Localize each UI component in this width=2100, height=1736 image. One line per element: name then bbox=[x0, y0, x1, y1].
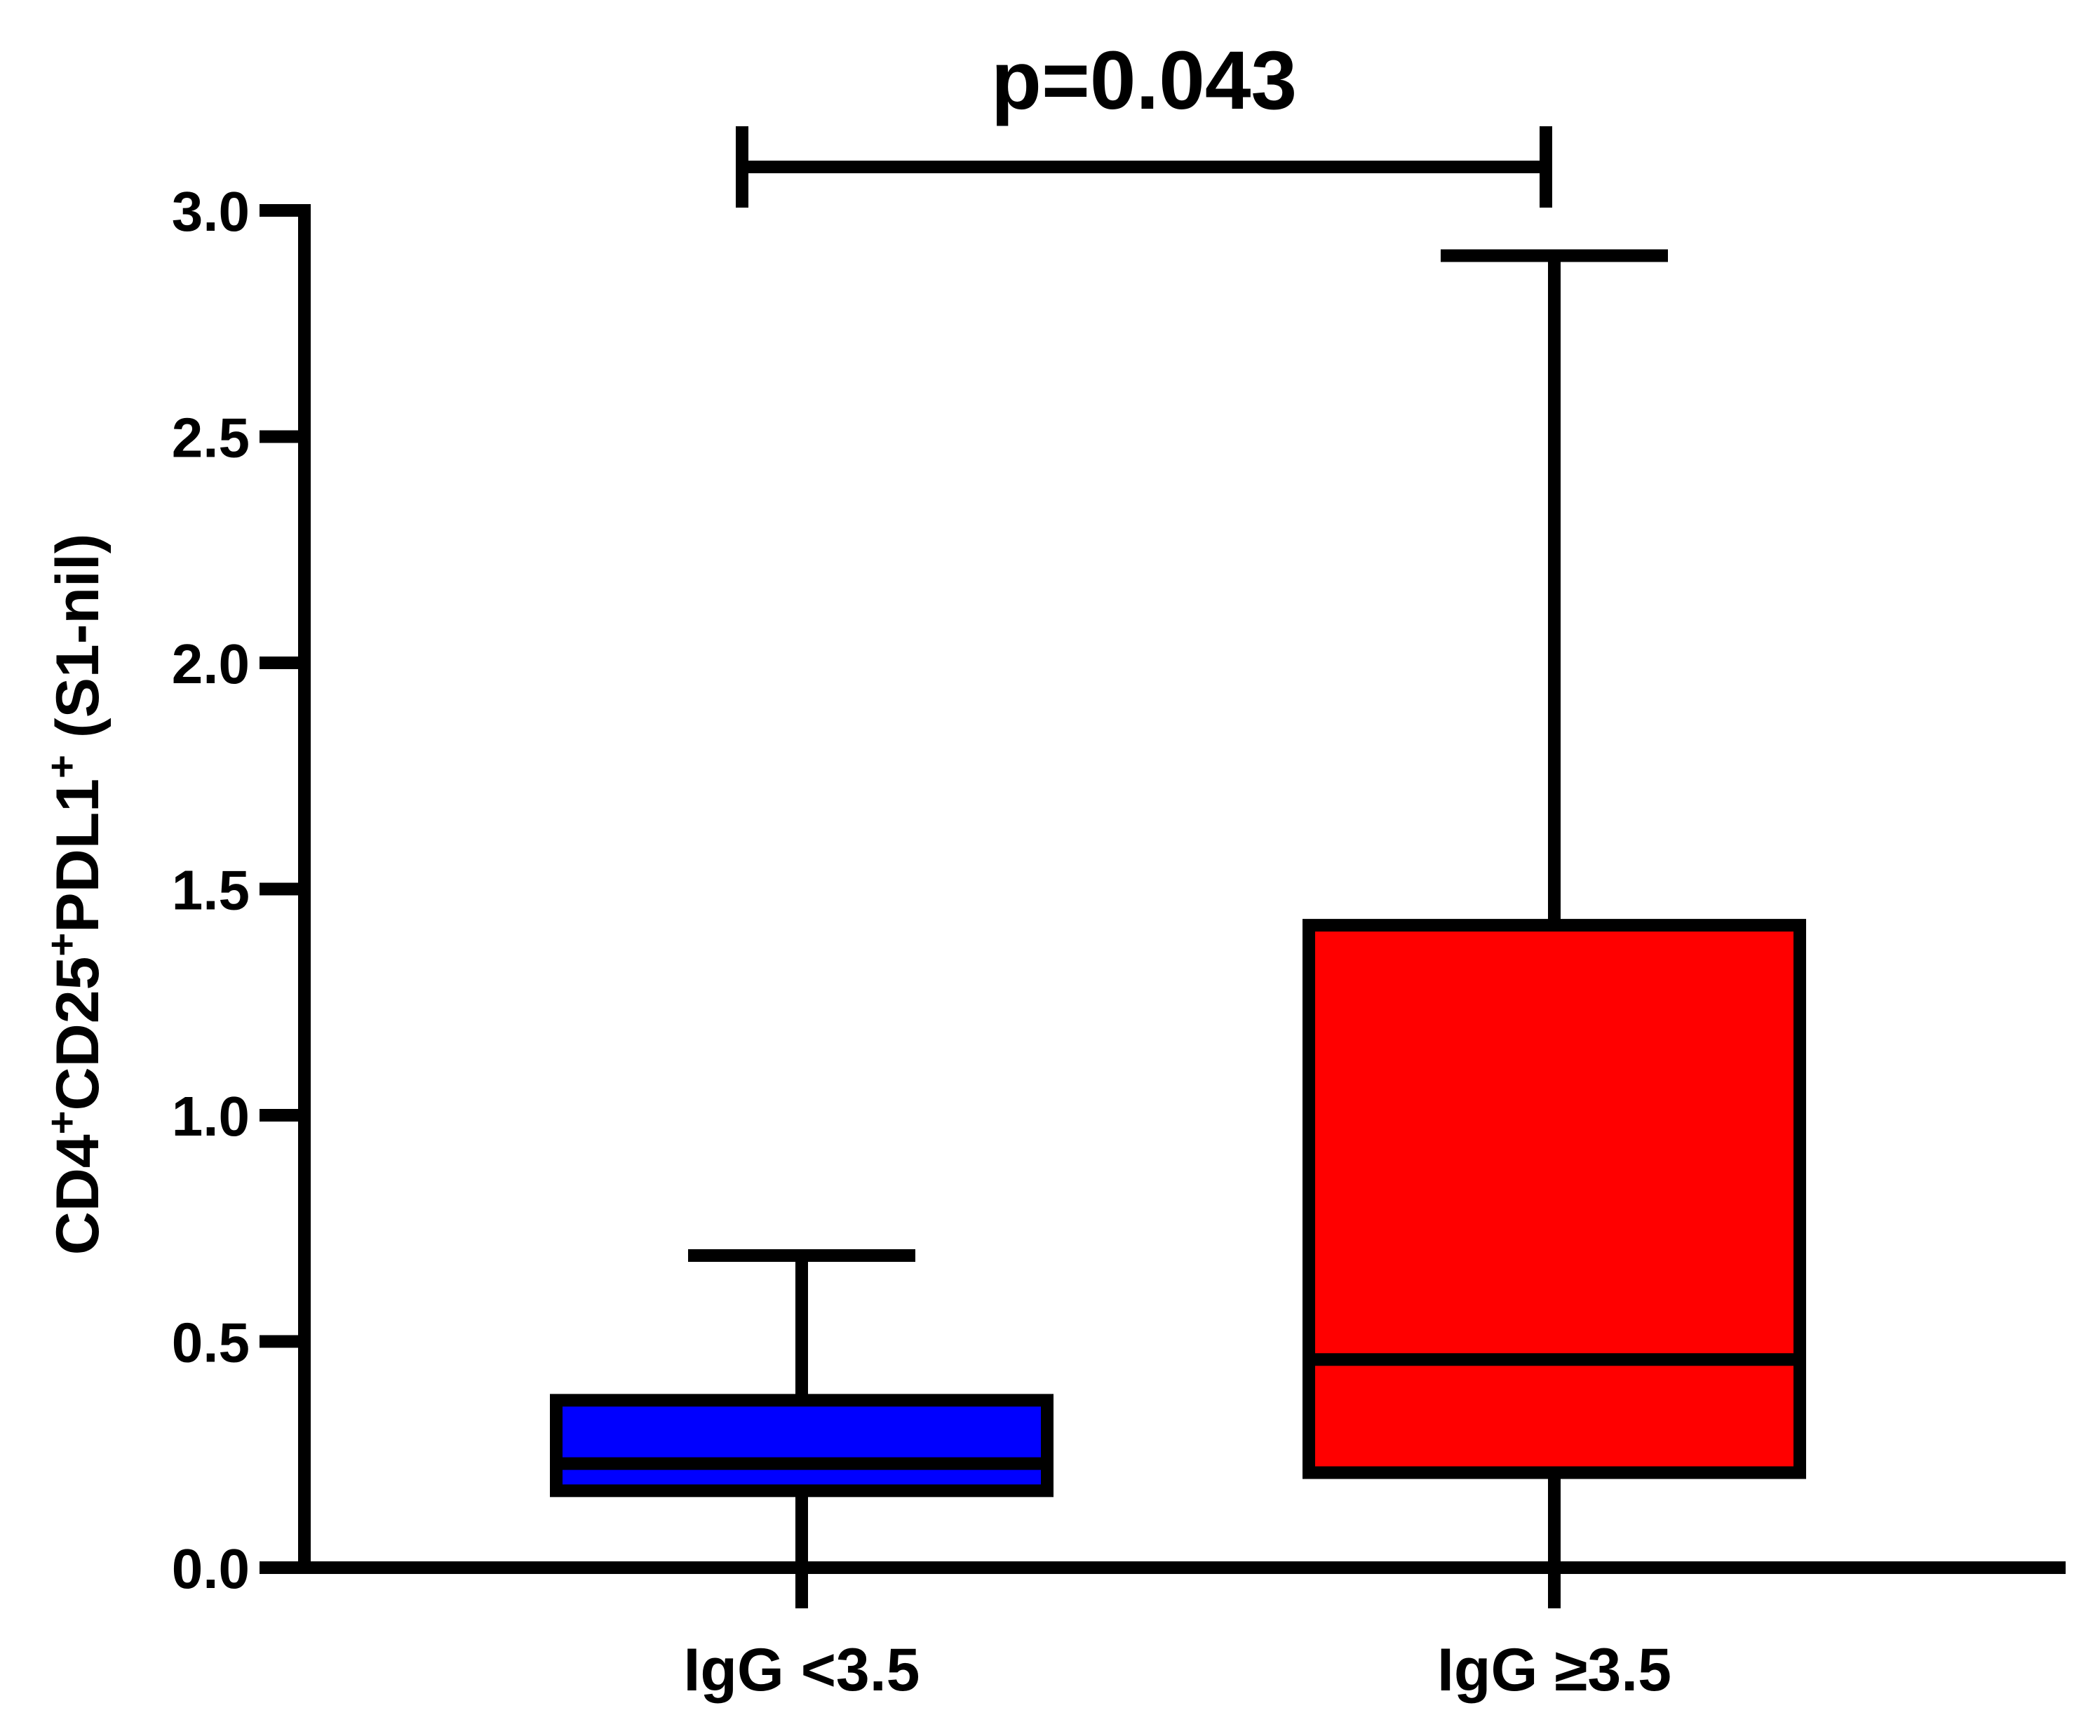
labels: 0.0 0.5 1.0 1.5 2.0 2.5 3.0 IgG <3.5 IgG ≥3.5 CD4… bbox=[39, 180, 1671, 1704]
y-tick-label-4: 2.0 bbox=[172, 633, 250, 695]
y-axis-label-superscript: + bbox=[39, 933, 85, 957]
y-tick-label-1: 0.5 bbox=[172, 1311, 250, 1373]
y-tick-label-3: 1.5 bbox=[172, 859, 250, 921]
category-label-1: IgG ≥3.5 bbox=[1437, 1636, 1671, 1704]
boxes bbox=[550, 249, 1806, 1608]
category-label-0: IgG <3.5 bbox=[684, 1636, 920, 1704]
y-tick-label-6: 3.0 bbox=[172, 180, 250, 243]
p-value-label: p=0.043 bbox=[991, 34, 1297, 127]
y-axis-label-superscript: + bbox=[39, 1110, 85, 1134]
box-0 bbox=[550, 1394, 1054, 1498]
y-axis-label-text: CD4 bbox=[44, 1134, 112, 1255]
y-tick-label-5: 2.5 bbox=[172, 406, 250, 469]
box-1 bbox=[1303, 919, 1806, 1479]
y-axis-label: CD4+CD25+PDL1+ (S1-nil) bbox=[39, 534, 112, 1256]
y-tick-label-0: 0.0 bbox=[172, 1537, 250, 1600]
y-axis-label-text: PDL1 bbox=[44, 779, 112, 933]
annotations: p=0.043 bbox=[736, 34, 1552, 208]
y-tick-label-2: 1.0 bbox=[172, 1085, 250, 1148]
y-axis-label-text: CD25 bbox=[44, 957, 112, 1111]
y-axis-label-text: (S1-nil) bbox=[44, 534, 112, 755]
axes bbox=[260, 204, 2066, 1574]
y-axis-label-superscript: + bbox=[39, 755, 85, 779]
